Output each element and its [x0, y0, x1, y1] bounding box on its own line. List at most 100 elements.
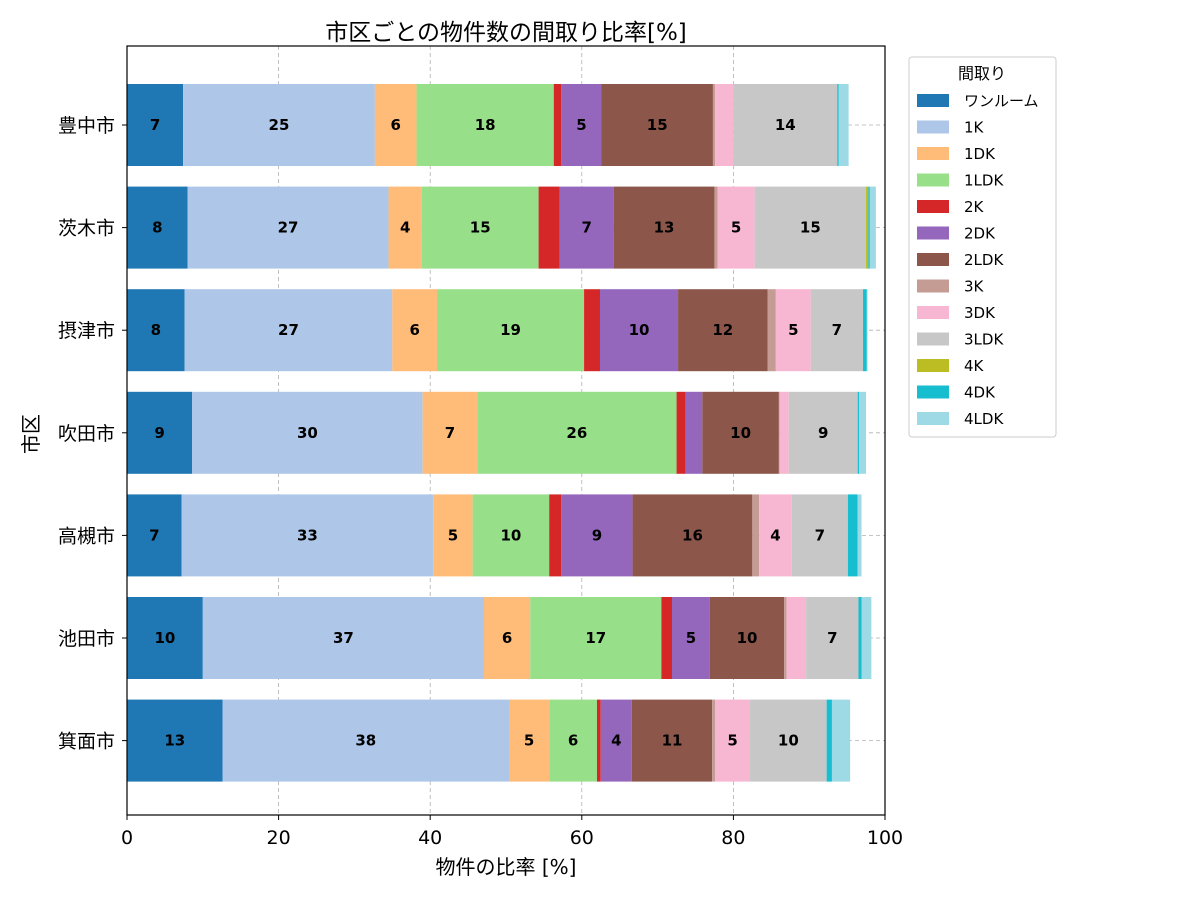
data-label: 10 — [629, 321, 650, 339]
bar-segment — [192, 391, 423, 474]
bar-segment — [672, 597, 710, 679]
data-label: 16 — [682, 526, 703, 544]
data-label: 15 — [800, 219, 821, 237]
bar-segment — [788, 391, 858, 474]
data-label: 12 — [712, 321, 733, 339]
data-label: 8 — [151, 321, 161, 339]
legend-swatch — [917, 200, 949, 213]
bar-segment — [600, 699, 632, 782]
data-label: 37 — [333, 629, 354, 647]
bar-segment — [678, 289, 768, 372]
bar-segment — [596, 699, 601, 782]
bar-segment — [374, 84, 417, 166]
data-label: 7 — [815, 526, 825, 544]
bar-segment — [553, 84, 562, 166]
x-tick-label: 40 — [418, 827, 442, 849]
legend-swatch — [917, 412, 949, 425]
chart-title: 市区ごとの物件数の間取り比率[%] — [325, 20, 687, 46]
data-label: 6 — [409, 321, 419, 339]
data-label: 17 — [585, 629, 606, 647]
legend-title: 間取り — [958, 64, 1006, 83]
bar-segment — [752, 494, 760, 577]
legend-swatch — [917, 226, 949, 240]
legend-entry: ワンルーム — [964, 92, 1039, 110]
bar-segment — [826, 699, 832, 782]
data-label: 5 — [731, 219, 741, 237]
data-label: 13 — [654, 219, 675, 237]
bar-segment — [810, 289, 864, 372]
bar-segment — [127, 699, 223, 782]
bar-segment — [127, 289, 185, 372]
bar-segment — [775, 289, 811, 372]
bar-segment — [717, 186, 755, 269]
bar-segment — [861, 597, 872, 679]
data-label: 38 — [355, 732, 376, 750]
x-tick-label: 80 — [721, 827, 745, 849]
bar-segment — [778, 391, 780, 474]
bar-segment — [784, 597, 787, 679]
bar-segment — [184, 289, 393, 372]
data-label: 6 — [502, 629, 512, 647]
bar-segment — [433, 494, 473, 577]
data-label: 10 — [737, 629, 758, 647]
bar-segment — [549, 494, 562, 577]
bar-segment — [847, 494, 858, 577]
legend-entry: 1DK — [964, 145, 996, 163]
data-label: 7 — [445, 424, 455, 442]
bar-segment — [702, 391, 779, 474]
bar-segment — [712, 84, 716, 166]
legend-swatch — [917, 147, 949, 160]
bar-segment — [712, 699, 716, 782]
data-label: 5 — [524, 732, 534, 750]
legend-entry: 3K — [964, 278, 985, 296]
legend-swatch — [917, 359, 949, 372]
bar-segment — [601, 84, 713, 166]
data-label: 25 — [269, 116, 290, 134]
bar-segment — [869, 186, 876, 269]
plot-frame — [126, 45, 886, 816]
bar-segment — [183, 84, 375, 166]
bar-segment — [715, 84, 734, 166]
data-label: 5 — [727, 732, 737, 750]
data-label: 10 — [500, 526, 521, 544]
data-label: 6 — [390, 116, 400, 134]
x-tick-label: 20 — [267, 827, 291, 849]
legend-entry: 4K — [964, 357, 985, 375]
data-label: 4 — [400, 219, 410, 237]
legend-entry: 3DK — [964, 304, 996, 322]
data-label: 14 — [775, 116, 796, 134]
bar-segment — [759, 494, 792, 577]
y-axis-label: 市区 — [19, 414, 43, 454]
legend: 間取り ワンルーム 1K 1DK 1LDK 2K 2DK 2LDK 3K 3DK 3LDK 4K 4D… — [908, 56, 1057, 438]
bar-segment — [561, 494, 633, 577]
data-label: 9 — [592, 526, 602, 544]
bar-segment — [549, 699, 597, 782]
legend-entry: 2DK — [964, 225, 996, 243]
bar-segment — [472, 494, 550, 577]
data-label: 10 — [778, 732, 799, 750]
data-label: 5 — [576, 116, 586, 134]
bar-segment — [733, 84, 838, 166]
data-label: 27 — [278, 321, 299, 339]
y-tick-label: 茨木市 — [58, 218, 115, 240]
bar-segment — [613, 186, 715, 269]
bar-segment — [477, 391, 677, 474]
bar-segment — [538, 186, 560, 269]
bar-segment — [676, 391, 686, 474]
data-label: 7 — [150, 116, 160, 134]
bar-segment — [561, 84, 602, 166]
data-label: 7 — [582, 219, 592, 237]
bar-segment — [222, 699, 510, 782]
bar-segment — [631, 699, 713, 782]
x-tick-label: 0 — [121, 827, 133, 849]
data-label: 4 — [611, 732, 621, 750]
bar-segment — [599, 289, 679, 372]
legend-swatch — [917, 94, 949, 107]
bar-segment — [779, 391, 789, 474]
legend-swatch — [917, 332, 949, 346]
data-label: 30 — [297, 424, 318, 442]
bar-segment — [714, 186, 718, 269]
legend-entry: 3LDK — [964, 331, 1004, 349]
